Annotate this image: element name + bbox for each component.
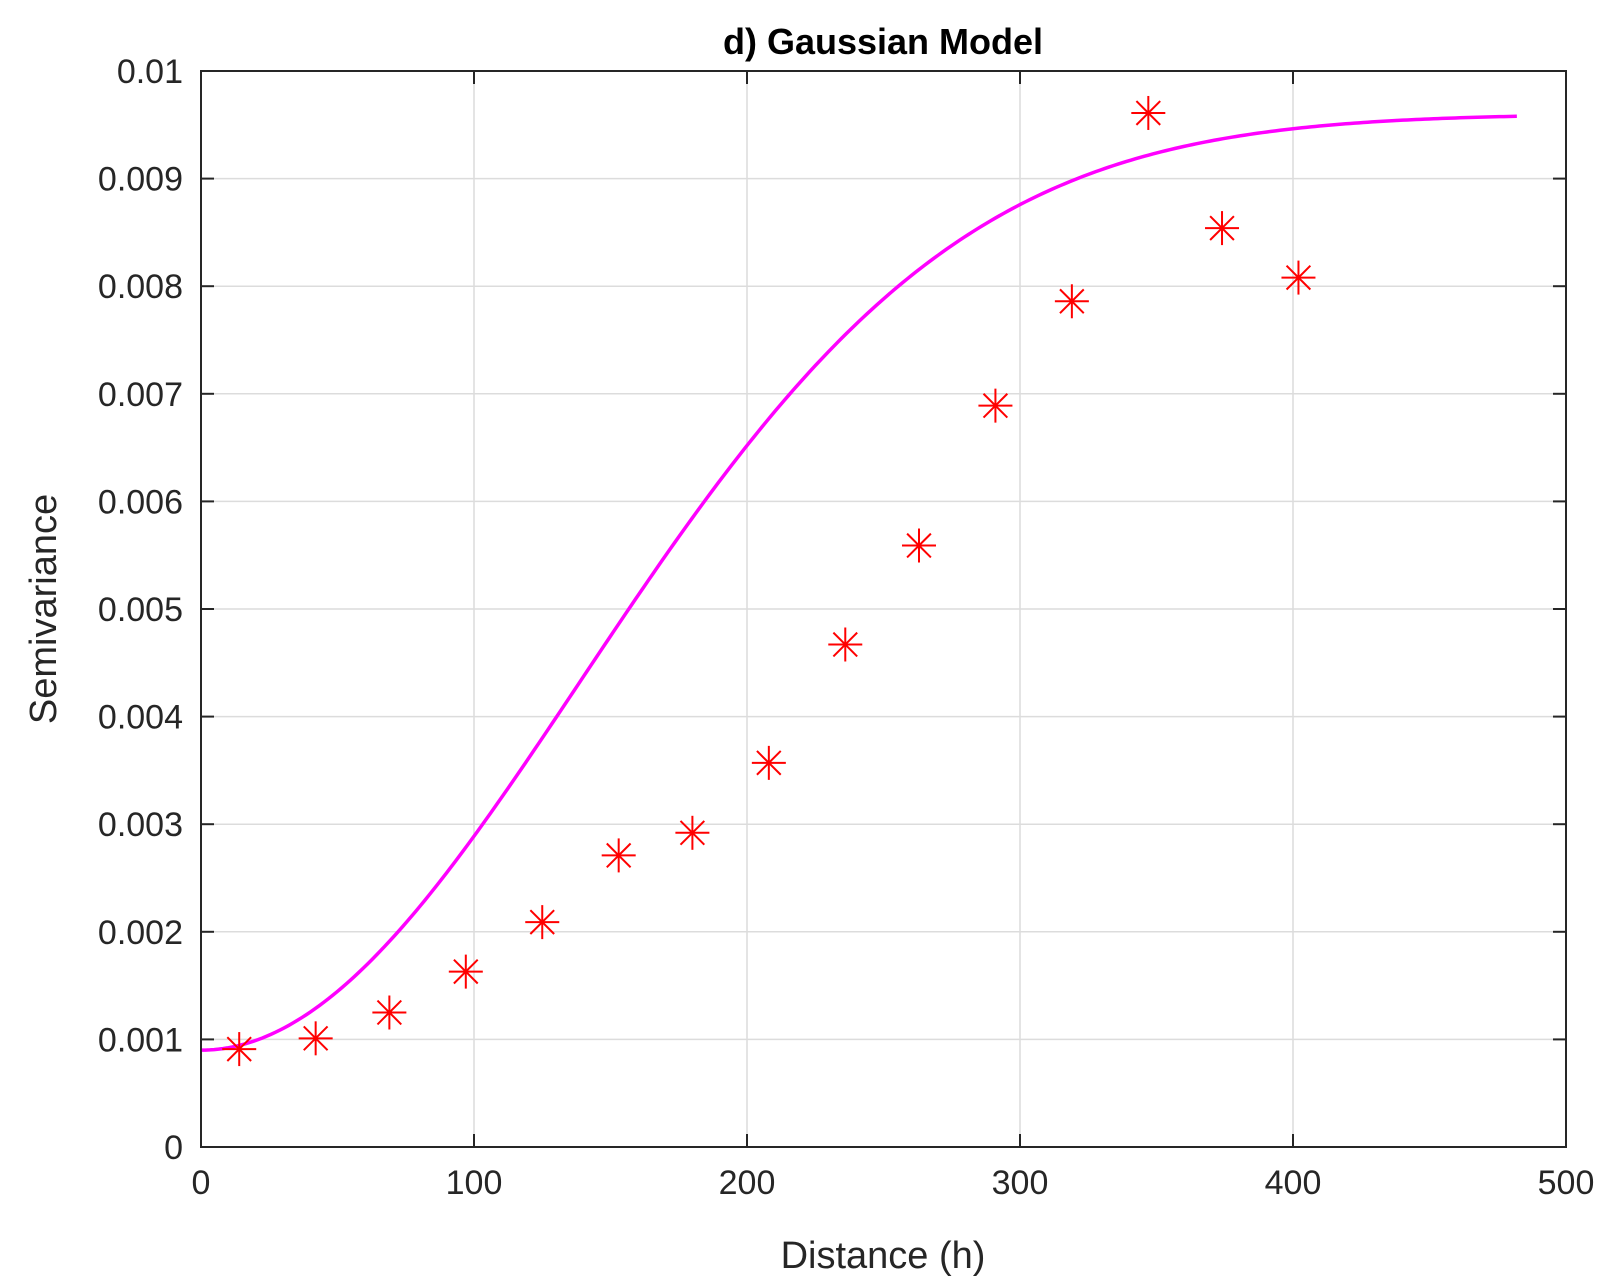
data-point-marker <box>751 745 786 780</box>
tick-marks <box>200 70 1567 1148</box>
data-point-marker <box>901 528 936 563</box>
y-tick-label: 0.004 <box>98 699 183 737</box>
data-point-marker <box>298 1021 333 1056</box>
y-tick-label: 0.002 <box>98 914 183 952</box>
y-tick-label: 0.01 <box>117 53 183 91</box>
data-point-marker <box>1054 284 1089 319</box>
y-tick-label: 0.001 <box>98 1021 183 1059</box>
x-tick-label: 200 <box>719 1164 776 1202</box>
y-tick-label: 0 <box>164 1129 183 1167</box>
y-tick-label: 0.008 <box>98 268 183 306</box>
y-tick-label: 0.003 <box>98 806 183 844</box>
data-point-marker <box>828 627 863 662</box>
data-point-marker <box>222 1032 257 1067</box>
data-point-marker <box>978 388 1013 423</box>
gaussian-model-curve <box>200 114 1517 1052</box>
data-point-marker <box>1131 95 1166 130</box>
y-tick-labels: 0 0.001 0.002 0.003 0.004 0.005 0.006 0.007 0.00… <box>98 53 183 1167</box>
chart-title: d) Gaussian Model <box>723 21 1043 62</box>
data-point-marker <box>675 815 710 850</box>
x-tick-label: 0 <box>192 1164 211 1202</box>
data-point-marker <box>372 995 407 1030</box>
y-tick-label: 0.006 <box>98 483 183 521</box>
x-tick-label: 500 <box>1538 1164 1595 1202</box>
x-axis-label: Distance (h) <box>781 1235 986 1277</box>
data-point-marker <box>1281 260 1316 295</box>
data-points-layer <box>222 95 1316 1067</box>
x-tick-label: 300 <box>992 1164 1049 1202</box>
model-curve-layer <box>200 114 1517 1052</box>
x-tick-label: 100 <box>446 1164 503 1202</box>
y-axis-label: Semivariance <box>23 494 65 724</box>
x-tick-label: 400 <box>1265 1164 1322 1202</box>
data-point-marker <box>1205 211 1240 246</box>
x-tick-labels: 0 100 200 300 400 500 <box>192 1164 1595 1202</box>
y-tick-label: 0.005 <box>98 591 183 629</box>
data-point-marker <box>448 954 483 989</box>
grid <box>201 71 1566 1147</box>
y-tick-label: 0.009 <box>98 161 183 199</box>
y-tick-label: 0.007 <box>98 376 183 414</box>
data-point-marker <box>601 838 636 873</box>
data-point-marker <box>525 905 560 940</box>
